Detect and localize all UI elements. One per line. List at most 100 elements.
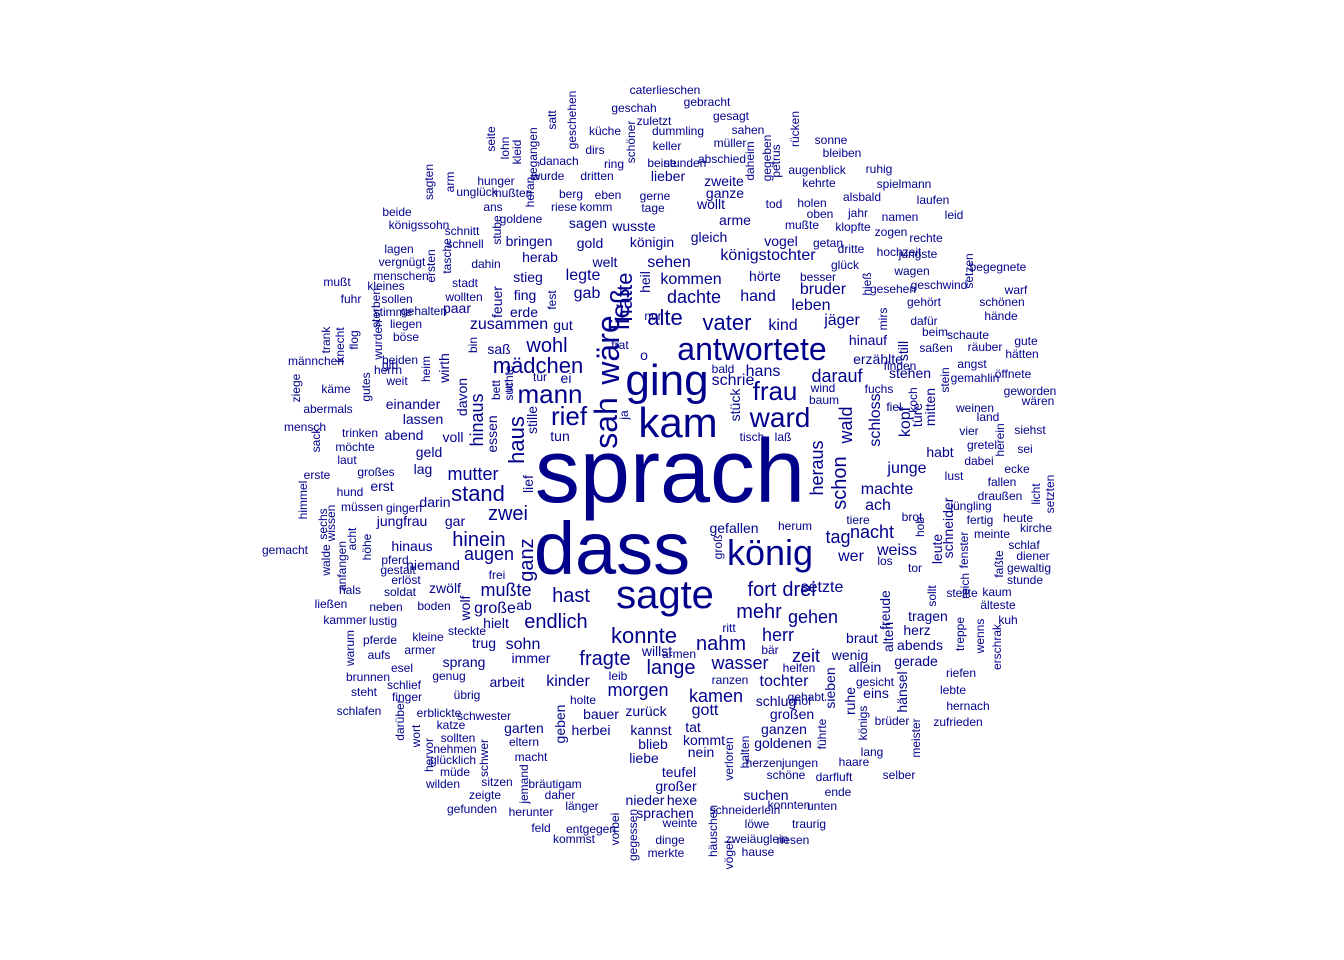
cloud-word: schlaf bbox=[1008, 538, 1040, 552]
cloud-word: gefallen bbox=[709, 520, 759, 536]
cloud-word: holte bbox=[569, 693, 597, 707]
cloud-word: habt bbox=[926, 444, 954, 460]
cloud-word: wären bbox=[1021, 394, 1055, 408]
cloud-word: brüder bbox=[874, 714, 910, 728]
cloud-word: jemand bbox=[517, 764, 531, 804]
cloud-word: brunnen bbox=[345, 670, 391, 684]
cloud-word: dass bbox=[533, 507, 691, 590]
cloud-word: schönen bbox=[979, 295, 1025, 309]
cloud-word: lagen bbox=[384, 242, 414, 256]
cloud-word: ruhe bbox=[842, 686, 858, 716]
cloud-word: männchen bbox=[287, 354, 345, 368]
cloud-word: gut bbox=[553, 317, 573, 333]
cloud-word: erzählte bbox=[853, 351, 903, 367]
cloud-word: junge bbox=[887, 460, 927, 477]
cloud-word: kommst bbox=[553, 832, 595, 846]
cloud-word: siehst bbox=[1014, 423, 1046, 437]
cloud-word: ring bbox=[603, 157, 625, 171]
cloud-word: bleiben bbox=[822, 146, 862, 160]
cloud-word: rücken bbox=[788, 110, 802, 148]
cloud-word: zwölf bbox=[429, 580, 461, 596]
cloud-word: mehr bbox=[736, 601, 782, 623]
cloud-word: darin bbox=[419, 494, 451, 510]
cloud-word: wasser bbox=[711, 653, 769, 673]
cloud-word: selber bbox=[882, 768, 916, 782]
cloud-word: nur bbox=[644, 309, 662, 323]
cloud-word: frei bbox=[488, 568, 506, 582]
cloud-word: setzten bbox=[1043, 474, 1057, 514]
cloud-word: braut bbox=[846, 630, 878, 646]
cloud-word: einander bbox=[385, 396, 441, 412]
cloud-word: ans bbox=[483, 200, 503, 214]
cloud-word: pferde bbox=[362, 633, 398, 647]
cloud-word: königs bbox=[856, 705, 870, 741]
cloud-word: übrig bbox=[453, 688, 481, 702]
cloud-word: länger bbox=[565, 799, 599, 813]
cloud-word: gegeben bbox=[760, 134, 774, 182]
cloud-word: zwei bbox=[487, 503, 529, 525]
cloud-word: feuer bbox=[489, 286, 505, 318]
cloud-word: heran bbox=[523, 176, 537, 208]
cloud-word: ja bbox=[617, 410, 631, 420]
cloud-word: legte bbox=[565, 267, 601, 284]
cloud-word: katze bbox=[436, 718, 466, 732]
cloud-word: fertig bbox=[966, 513, 994, 527]
cloud-word: genug bbox=[432, 669, 466, 683]
cloud-word: lag bbox=[413, 461, 433, 477]
cloud-word: beide bbox=[382, 205, 412, 219]
cloud-word: draußen bbox=[977, 489, 1023, 503]
cloud-word: o bbox=[640, 347, 648, 363]
cloud-word: dachte bbox=[666, 287, 722, 307]
cloud-word: zeit bbox=[791, 646, 821, 666]
cloud-word: bräutigam bbox=[528, 777, 582, 791]
cloud-word: sohn bbox=[505, 636, 541, 653]
cloud-word: bruder bbox=[799, 281, 847, 298]
cloud-word: leid bbox=[944, 208, 964, 222]
cloud-word: arm bbox=[443, 171, 457, 193]
cloud-word: gemahlin bbox=[950, 371, 1000, 385]
cloud-word: gab bbox=[573, 285, 601, 302]
cloud-word: trat bbox=[611, 338, 629, 352]
cloud-word: lassen bbox=[402, 411, 444, 427]
cloud-word: teufel bbox=[661, 764, 697, 780]
cloud-word: käme bbox=[321, 382, 351, 396]
cloud-word: führte bbox=[815, 718, 829, 750]
cloud-word: mußte bbox=[480, 580, 532, 600]
cloud-word: kinder bbox=[546, 673, 590, 690]
cloud-word: gold bbox=[576, 235, 604, 251]
cloud-word: herr bbox=[761, 625, 795, 645]
cloud-word: zogen bbox=[874, 225, 908, 239]
cloud-word: los bbox=[877, 554, 893, 568]
cloud-word: vögel bbox=[722, 840, 736, 870]
cloud-word: schwester bbox=[456, 709, 512, 723]
cloud-word: nieder bbox=[625, 792, 665, 808]
cloud-word: fort bbox=[747, 579, 777, 601]
cloud-word: hinein bbox=[452, 529, 506, 551]
cloud-word: herz bbox=[903, 622, 931, 638]
cloud-word: hunger bbox=[477, 174, 515, 188]
cloud-word: königssohn bbox=[388, 218, 450, 232]
cloud-word: ei bbox=[560, 370, 572, 386]
cloud-word: sprang bbox=[442, 654, 486, 670]
cloud-word: land bbox=[976, 410, 1000, 424]
cloud-word: fuchs bbox=[864, 382, 894, 396]
cloud-word: böse bbox=[392, 330, 420, 344]
cloud-word: schlug bbox=[755, 693, 797, 709]
cloud-word: alte bbox=[647, 305, 683, 330]
cloud-word: gesagt bbox=[712, 109, 750, 123]
cloud-word: sahen bbox=[731, 123, 765, 137]
cloud-word: gehen bbox=[787, 607, 839, 627]
cloud-word: keller bbox=[652, 139, 682, 153]
cloud-word: vogel bbox=[764, 233, 798, 249]
cloud-word: tat bbox=[685, 719, 701, 735]
cloud-word: davon bbox=[454, 377, 470, 417]
cloud-word: herum bbox=[777, 519, 813, 533]
cloud-word: erste bbox=[303, 468, 331, 482]
cloud-word: tag bbox=[825, 527, 851, 547]
cloud-word: arbeit bbox=[489, 674, 525, 690]
cloud-word: gegessen bbox=[626, 808, 640, 862]
cloud-word: sprachen bbox=[636, 805, 694, 821]
cloud-word: flog bbox=[347, 330, 361, 350]
cloud-word: jungen bbox=[781, 756, 819, 770]
cloud-word: angst bbox=[957, 357, 987, 371]
